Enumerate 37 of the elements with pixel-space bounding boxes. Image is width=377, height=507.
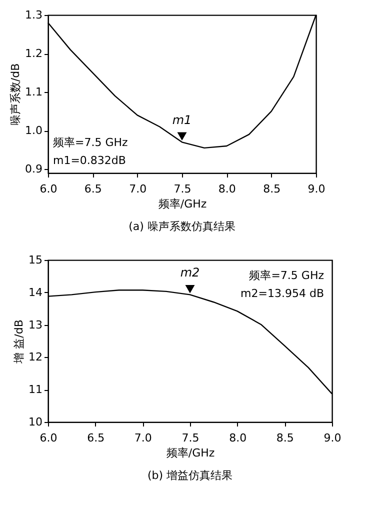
x-tick-label: 8.5 xyxy=(276,432,294,444)
x-tick-label: 7.0 xyxy=(134,432,152,444)
annotation: m2 xyxy=(180,266,200,280)
x-tick-label: 6.5 xyxy=(87,432,105,444)
annotation: 频率=7.5 GHz xyxy=(249,269,324,282)
x-tick-label: 7.0 xyxy=(129,182,147,196)
x-tick-label: 6.5 xyxy=(84,182,102,196)
x-axis-title: 频率/GHz xyxy=(166,446,215,460)
x-tick-label: 6.0 xyxy=(40,182,58,196)
x-tick-label: 8.0 xyxy=(229,432,247,444)
y-tick-label: 1.0 xyxy=(25,124,42,138)
x-tick-label: 7.5 xyxy=(182,432,200,444)
y-tick-label: 1.2 xyxy=(25,47,42,60)
x-tick-label: 8.5 xyxy=(263,182,281,196)
y-tick-label: 10 xyxy=(28,416,42,428)
annotation: m1=0.832dB xyxy=(53,154,126,167)
y-axis-title: 增 益/dB xyxy=(12,320,26,364)
x-tick-label: 9.0 xyxy=(308,182,326,196)
x-axis-title: 频率/GHz xyxy=(158,198,207,210)
y-tick-label: 0.9 xyxy=(25,162,42,176)
annotation: 频率=7.5 GHz xyxy=(53,136,128,149)
y-tick-label: 1.1 xyxy=(25,86,42,99)
x-tick-label: 7.5 xyxy=(174,182,192,196)
annotation: m1 xyxy=(172,113,192,128)
text: (a) 噪声系数仿真结果 xyxy=(128,220,236,233)
x-tick-label: 8.0 xyxy=(218,182,236,196)
y-tick-label: 15 xyxy=(28,254,42,266)
text: (b) 增益仿真结果 xyxy=(147,469,233,482)
x-tick-label: 9.0 xyxy=(324,432,342,444)
y-tick-label: 1.3 xyxy=(25,8,42,22)
y-tick-label: 11 xyxy=(28,383,42,396)
x-tick-label: 6.0 xyxy=(40,432,58,444)
y-axis-title: 噪声系数/dB xyxy=(9,63,22,126)
y-tick-label: 14 xyxy=(28,286,42,299)
y-tick-label: 13 xyxy=(28,318,42,332)
annotation: m2=13.954 dB xyxy=(240,287,324,300)
y-tick-label: 12 xyxy=(28,350,42,364)
